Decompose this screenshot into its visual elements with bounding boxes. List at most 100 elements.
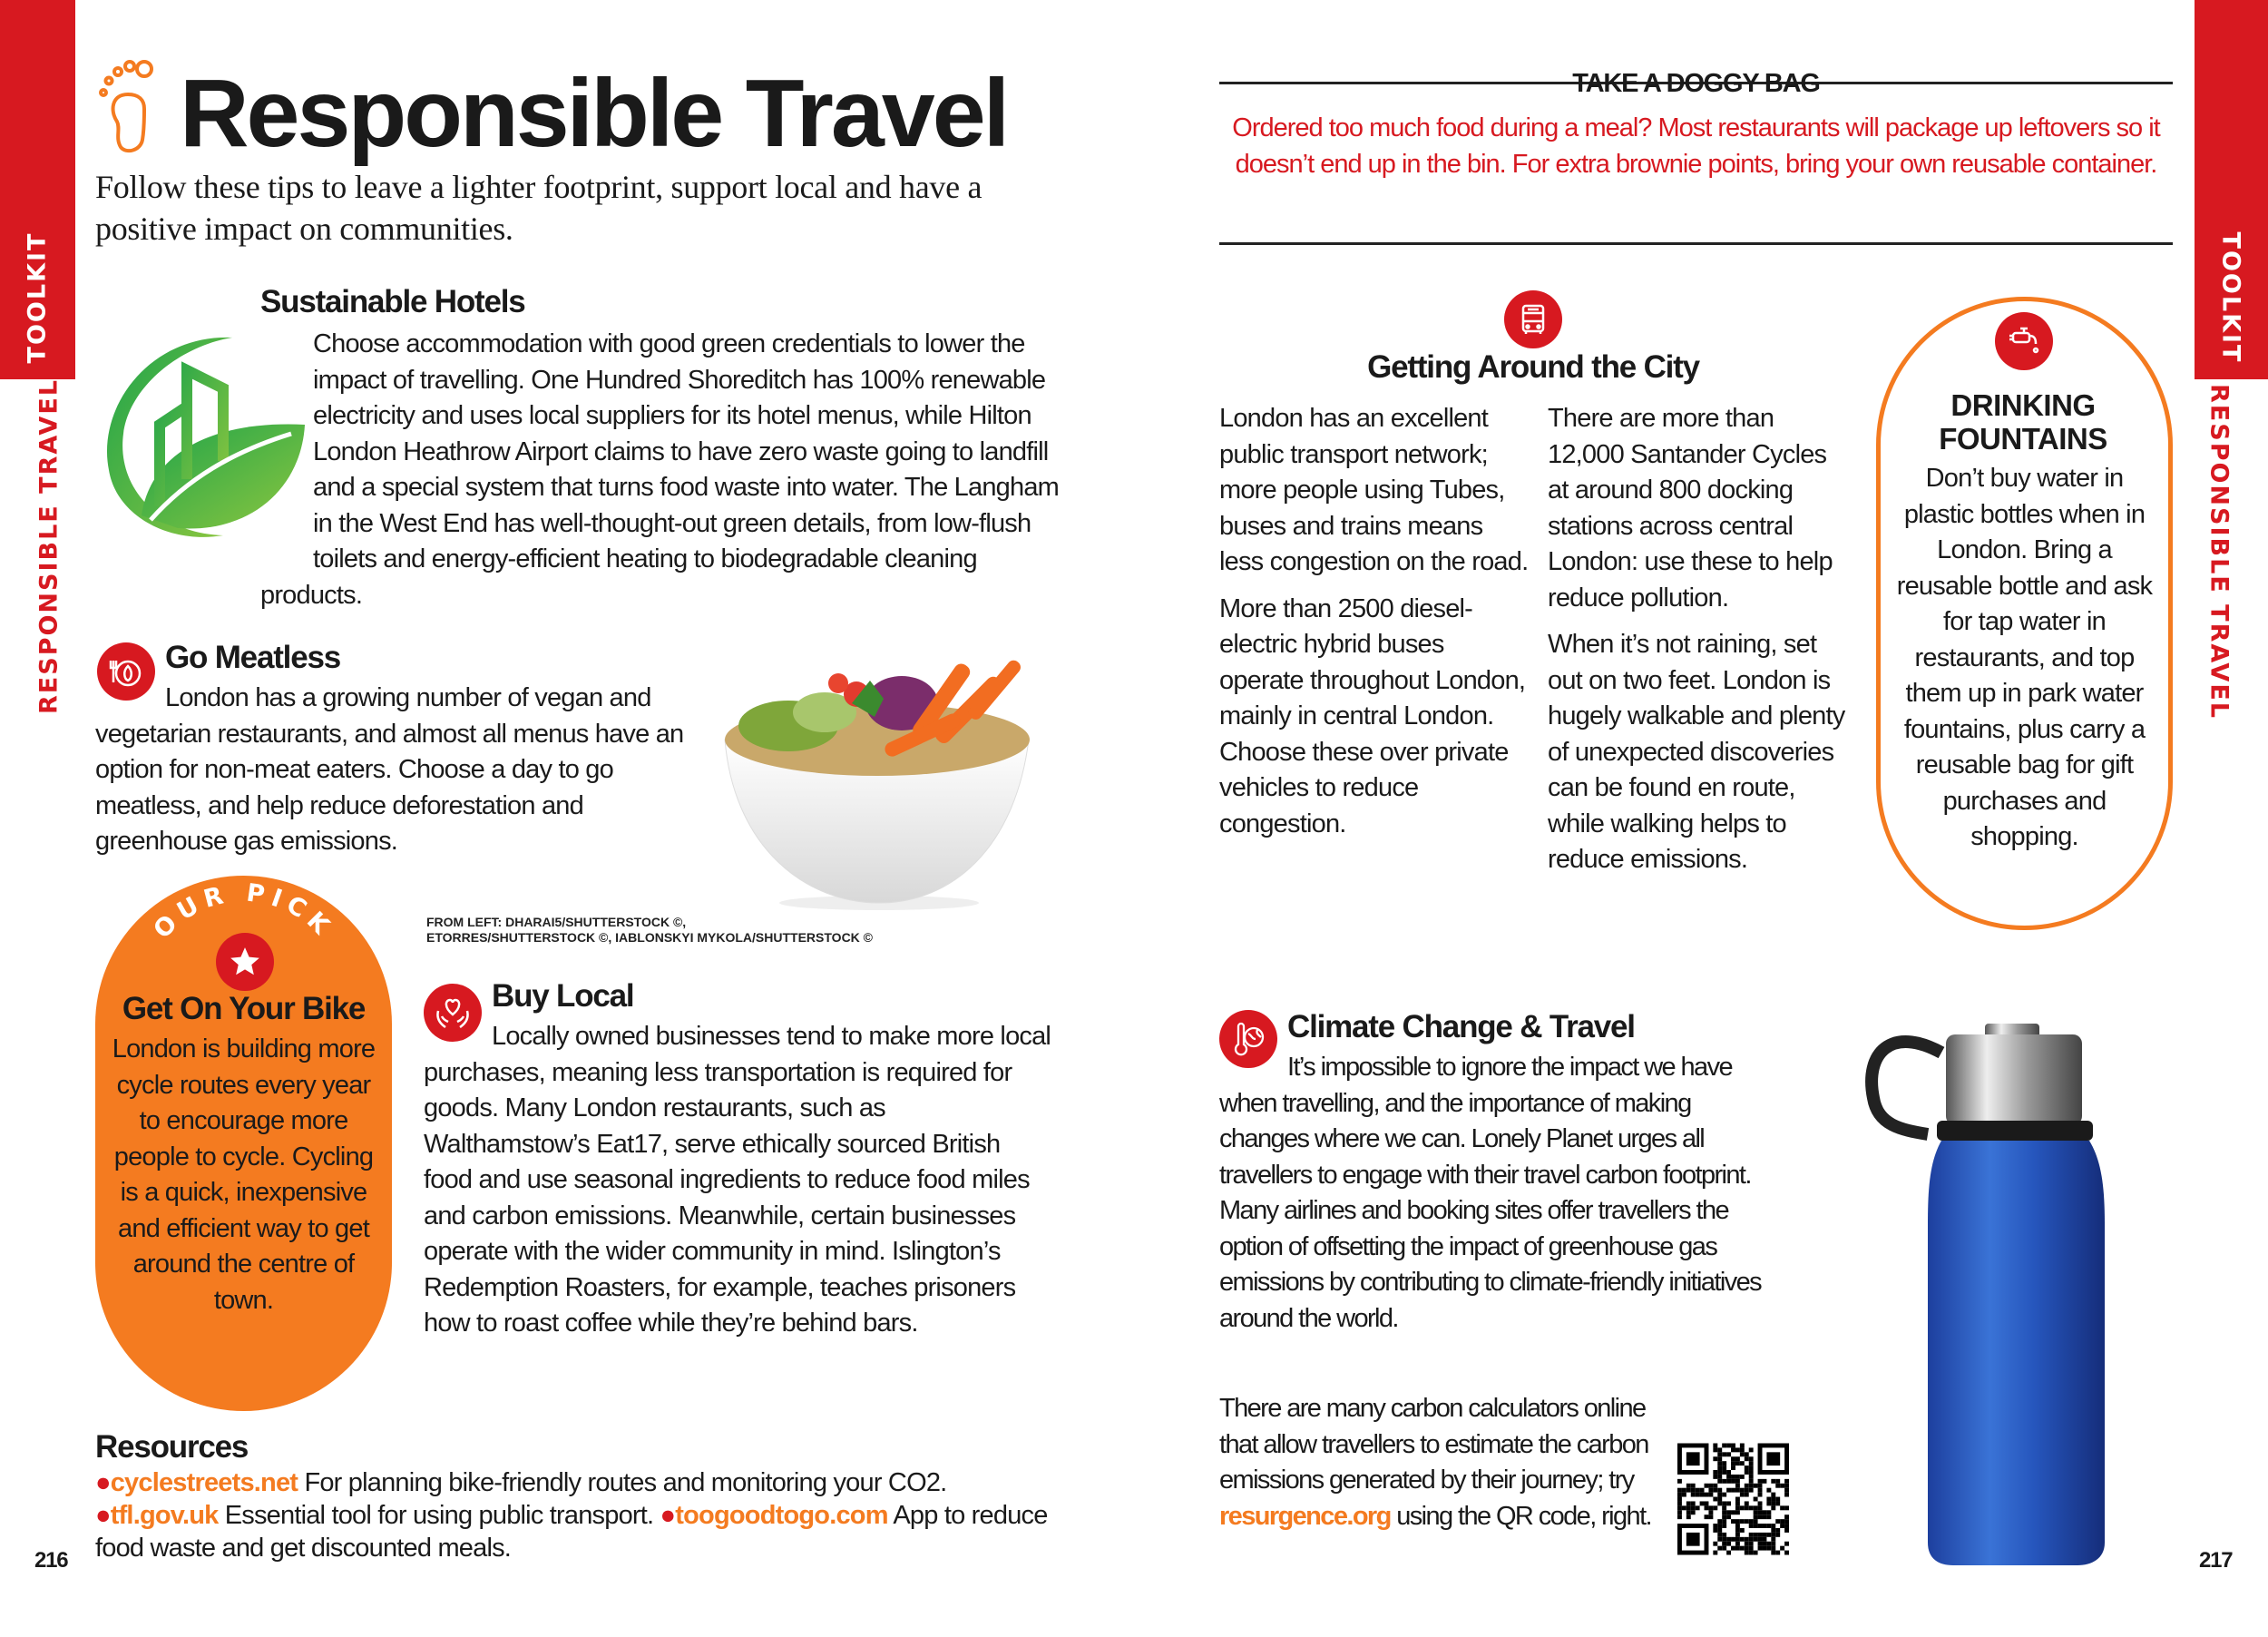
qr-module [1717, 1447, 1723, 1453]
tap-icon-badge [1995, 312, 2053, 370]
qr-module [1744, 1550, 1749, 1555]
qr-module [1717, 1461, 1723, 1466]
qr-module [1726, 1474, 1732, 1479]
resurgence-link[interactable]: resurgence.org [1219, 1501, 1392, 1531]
qr-module [1757, 1536, 1763, 1542]
qr-module [1739, 1505, 1745, 1511]
qr-module [1739, 1474, 1745, 1479]
qr-module [1748, 1541, 1754, 1546]
qr-module [1748, 1478, 1754, 1484]
qr-module [1748, 1550, 1754, 1555]
paragraph: More than 2500 diesel-electric hybrid bu… [1219, 593, 1526, 838]
qr-module [1726, 1452, 1732, 1457]
qr-module [1722, 1461, 1727, 1466]
qr-module [1748, 1519, 1754, 1524]
qr-module [1704, 1492, 1709, 1497]
qr-module [1757, 1483, 1763, 1488]
qr-module [1695, 1487, 1700, 1493]
qr-module [1699, 1501, 1705, 1506]
qr-module [1775, 1501, 1781, 1506]
qr-module [1748, 1536, 1754, 1542]
qr-module [1739, 1492, 1745, 1497]
qr-module [1753, 1524, 1758, 1528]
qr-module [1699, 1492, 1705, 1497]
qr-module [1722, 1545, 1727, 1551]
qr-module [1744, 1483, 1749, 1488]
qr-module [1713, 1496, 1718, 1502]
qr-module [1731, 1447, 1735, 1453]
qr-module [1731, 1519, 1735, 1524]
hotels-body: Choose accommodation with good green cre… [260, 327, 1060, 613]
salad-bowl-photo [724, 660, 1030, 910]
qr-module [1731, 1536, 1735, 1542]
qr-module [1708, 1483, 1714, 1488]
qr-module [1748, 1474, 1754, 1479]
qr-module [1771, 1478, 1776, 1484]
qr-module [1780, 1524, 1785, 1528]
qr-module [1784, 1478, 1789, 1484]
qr-module [1771, 1524, 1776, 1528]
paragraph: London has an excellent public transport… [1219, 404, 1529, 576]
qr-module [1708, 1487, 1714, 1493]
qr-module [1766, 1487, 1772, 1493]
qr-module [1699, 1487, 1705, 1493]
qr-module [1775, 1478, 1781, 1484]
qr-module [1713, 1470, 1718, 1475]
qr-module [1771, 1550, 1776, 1555]
qr-module [1757, 1487, 1763, 1493]
qr-module [1677, 1501, 1682, 1506]
qr-module [1766, 1524, 1772, 1528]
qr-module [1784, 1514, 1789, 1520]
qr-module [1757, 1514, 1763, 1520]
qr-module [1677, 1510, 1682, 1515]
qr-module [1717, 1501, 1723, 1506]
qr-module [1726, 1510, 1732, 1515]
qr-module [1744, 1452, 1749, 1457]
qr-module [1735, 1524, 1740, 1528]
qr-module [1717, 1470, 1723, 1475]
qr-module [1775, 1496, 1781, 1502]
qr-module [1686, 1483, 1691, 1488]
qr-module [1708, 1514, 1714, 1520]
photo-credit-line: FROM LEFT: DHARAI5/SHUTTERSTOCK ©, [426, 915, 687, 929]
paragraph: When it’s not raining, set out on two fe… [1548, 630, 1845, 874]
resource-link-toogoodtogo[interactable]: toogoodtogo.com [675, 1501, 888, 1530]
qr-module [1722, 1470, 1727, 1475]
qr-module [1713, 1550, 1718, 1555]
qr-module [1775, 1519, 1781, 1524]
resources-list: ●cyclestreets.net For planning bike-frie… [95, 1466, 1057, 1564]
resource-description: App to reduce food waste and get discoun… [95, 1501, 1048, 1563]
getting-around-col1: London has an excellent public transport… [1219, 401, 1532, 842]
qr-module [1748, 1470, 1754, 1475]
resource-description: For planning bike-friendly routes and mo… [304, 1468, 947, 1497]
qr-module [1735, 1545, 1740, 1551]
qr-module [1717, 1478, 1723, 1484]
qr-module [1677, 1487, 1682, 1493]
resource-link-tfl[interactable]: tfl.gov.uk [110, 1501, 220, 1530]
qr-module [1757, 1541, 1763, 1546]
qr-module [1748, 1461, 1754, 1466]
resource-description: Essential tool for using public transpor… [224, 1501, 654, 1530]
qr-module [1771, 1492, 1776, 1497]
qr-module [1735, 1501, 1740, 1506]
page-number-left: 216 [34, 1548, 69, 1573]
qr-module [1757, 1510, 1763, 1515]
qr-module [1735, 1536, 1740, 1542]
qr-module [1766, 1541, 1772, 1546]
qr-module [1771, 1545, 1776, 1551]
meatless-icon-badge [97, 642, 155, 701]
right-section-label: TOOLKIT [2216, 231, 2245, 364]
buy-local-heading: Buy Local [492, 978, 635, 1014]
qr-module [1784, 1483, 1789, 1488]
qr-module [1717, 1545, 1723, 1551]
qr-code[interactable] [1677, 1443, 1789, 1555]
meatless-body: London has a growing number of vegan and… [95, 683, 684, 856]
qr-module [1739, 1447, 1745, 1453]
resource-link-cyclestreets[interactable]: cyclestreets.net [110, 1468, 298, 1497]
qr-module [1744, 1465, 1749, 1471]
qr-module [1775, 1550, 1781, 1555]
page-number-right: 217 [2199, 1548, 2234, 1573]
qr-module [1713, 1524, 1718, 1528]
right-section-tab [2195, 0, 2268, 379]
qr-module [1780, 1519, 1785, 1524]
